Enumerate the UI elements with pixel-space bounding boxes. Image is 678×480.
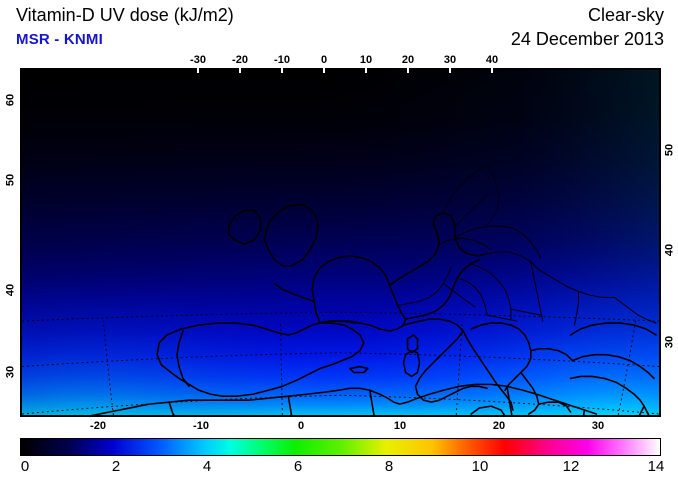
colorbar-tick-labels: 0 2 4 6 8 10 12 14 [20, 458, 665, 478]
top-tick-label: -20 [232, 54, 248, 66]
colorbar-tick-label: 4 [202, 458, 212, 475]
top-tick-label: 20 [401, 54, 415, 66]
colorbar [20, 438, 661, 456]
uv-dose-heatmap [22, 70, 659, 415]
map-plot-area [20, 68, 661, 417]
colorbar-tick-label: 0 [20, 458, 30, 475]
tick-top [323, 68, 325, 73]
left-tick-label: 50 [4, 173, 17, 187]
top-tick-label: 40 [485, 54, 499, 66]
colorbar-tick-label: 6 [293, 458, 303, 475]
right-tick-label: 50 [663, 143, 676, 157]
top-tick-label: 0 [320, 54, 328, 66]
data-source-label: MSR - KNMI [16, 31, 103, 48]
bottom-tick-label: -10 [193, 420, 209, 432]
tick-top [197, 68, 199, 73]
tick-top [449, 68, 451, 73]
colorbar-tick-label: 12 [562, 458, 580, 475]
colorbar-tick-label: 2 [111, 458, 121, 475]
tick-top [491, 68, 493, 73]
bottom-tick-label: -20 [90, 420, 106, 432]
bottom-tick-label: 10 [393, 420, 407, 432]
date-label: 24 December 2013 [510, 29, 664, 49]
tick-top [281, 68, 283, 73]
sky-condition-label: Clear-sky [587, 5, 664, 25]
tick-top [407, 68, 409, 73]
bottom-tick-label: 30 [591, 420, 605, 432]
left-tick-label: 40 [4, 283, 17, 297]
tick-top [365, 68, 367, 73]
page-title: Vitamin-D UV dose (kJ/m2) [16, 5, 234, 25]
figure-header: Vitamin-D UV dose (kJ/m2) MSR - KNMI Cle… [0, 0, 678, 56]
colorbar-gradient [20, 438, 661, 456]
right-tick-label: 40 [663, 243, 676, 257]
bottom-tick-label: 0 [297, 420, 305, 432]
colorbar-tick-label: 10 [471, 458, 489, 475]
top-tick-label: -30 [190, 54, 206, 66]
top-tick-label: -10 [274, 54, 290, 66]
colorbar-tick-label: 14 [647, 458, 665, 475]
left-tick-label: 30 [4, 365, 17, 379]
top-tick-label: 10 [359, 54, 373, 66]
coastlines [90, 164, 657, 415]
colorbar-tick-label: 8 [384, 458, 394, 475]
bottom-tick-label: 20 [492, 420, 506, 432]
left-tick-label: 60 [4, 93, 17, 107]
tick-top [239, 68, 241, 73]
right-tick-label: 30 [663, 335, 676, 349]
top-tick-label: 30 [443, 54, 457, 66]
